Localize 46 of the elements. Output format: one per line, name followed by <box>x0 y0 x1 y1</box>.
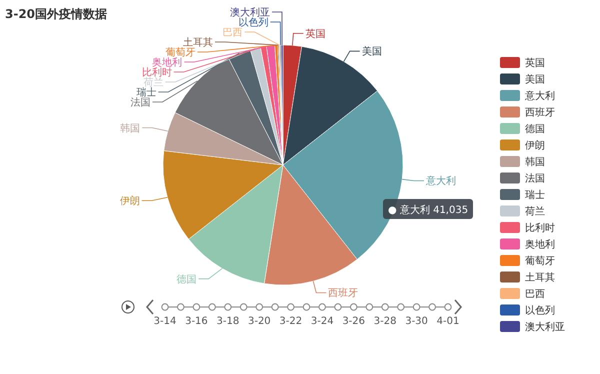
legend-label: 比利时 <box>525 222 555 234</box>
legend-label: 奥地利 <box>525 238 555 250</box>
legend-label: 法国 <box>525 172 545 184</box>
text: ● 意大利 41,035 <box>388 204 468 216</box>
slice-label: 瑞士 <box>136 86 156 98</box>
legend-label: 英国 <box>525 57 545 69</box>
slice-label: 土耳其 <box>182 36 213 48</box>
chart-title: 3-20国外疫情数据 <box>5 7 108 21</box>
legend-label: 伊朗 <box>525 140 545 152</box>
slice-label: 以色列 <box>238 16 268 28</box>
legend-label: 韩国 <box>525 156 545 168</box>
text: 3-28 <box>374 316 396 327</box>
legend-label: 意大利 <box>524 90 555 102</box>
legend-label: 瑞士 <box>525 189 545 201</box>
slice-label: 德国 <box>176 274 197 286</box>
legend-label: 葡萄牙 <box>525 255 555 267</box>
text: 3-26 <box>342 316 366 327</box>
slice-label: 美国 <box>362 46 382 58</box>
slice-label: 西班牙 <box>328 287 358 300</box>
slice-label: 韩国 <box>120 122 140 134</box>
text: 3-30 <box>405 316 428 327</box>
slice-label: 荷兰 <box>143 76 164 88</box>
text: 3-14 <box>154 316 176 327</box>
legend-label: 土耳其 <box>525 272 555 284</box>
slice-label: 意大利 <box>425 175 456 188</box>
text: 3-20 <box>248 316 271 327</box>
slice-label: 巴西 <box>222 28 243 38</box>
legend-label: 澳大利亚 <box>525 321 565 333</box>
legend-label: 德国 <box>525 124 545 135</box>
slice-label: 英国 <box>305 28 326 40</box>
legend-label: 巴西 <box>525 289 545 300</box>
slice-label: 葡萄牙 <box>165 46 196 58</box>
text: 3-24 <box>310 316 334 327</box>
slice-label: 法国 <box>130 96 150 108</box>
legend-label: 美国 <box>525 74 545 86</box>
legend-label: 荷兰 <box>525 206 545 218</box>
slice-label: 奥地利 <box>152 56 182 68</box>
text: 3-18 <box>216 316 240 327</box>
text: 3-22 <box>279 316 302 327</box>
legend-label: 西班牙 <box>525 106 555 118</box>
slice-label: 伊朗 <box>120 195 140 208</box>
slice-label: 比利时 <box>142 66 172 78</box>
text: 4-01 <box>436 316 460 327</box>
slice-label: 澳大利亚 <box>230 6 270 18</box>
text: 3-16 <box>185 316 208 327</box>
legend-label: 以色列 <box>525 304 555 316</box>
